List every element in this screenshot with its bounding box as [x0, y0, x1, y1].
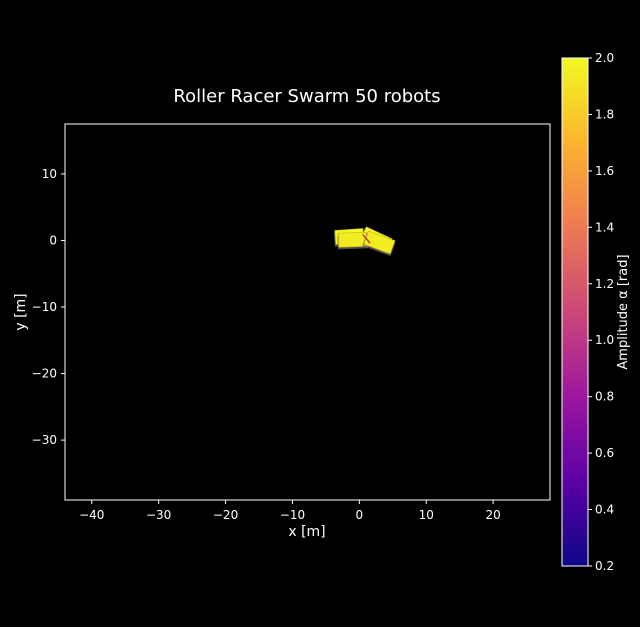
colorbar-ticks: 0.2 0.4 0.6 0.8 1.0 1.2 1.4 1.6 1.8 2.0	[588, 51, 614, 573]
robot-marker	[337, 231, 369, 250]
y-axis: −30 −20 −10 0 10	[32, 167, 65, 447]
colorbar-tick-label: 0.4	[595, 503, 614, 517]
y-tick-label: −20	[32, 367, 57, 381]
y-tick-label: −10	[32, 300, 57, 314]
x-axis: −40 −30 −20 −10 0 10 20	[79, 500, 501, 522]
colorbar-tick-label: 1.8	[595, 107, 614, 121]
colorbar-tick-label: 0.8	[595, 390, 614, 404]
x-tick-label: −20	[213, 508, 238, 522]
x-tick-label: 10	[419, 508, 434, 522]
x-axis-label: x [m]	[288, 524, 325, 540]
y-tick-label: 0	[49, 233, 57, 247]
colorbar: 0.2 0.4 0.6 0.8 1.0 1.2 1.4 1.6 1.8 2.0 Amplitude…	[561, 51, 631, 573]
x-tick-label: −30	[146, 508, 171, 522]
colorbar-gradient	[561, 57, 589, 567]
x-tick-label: 20	[485, 508, 500, 522]
colorbar-tick-label: 2.0	[595, 51, 614, 65]
robot-group	[333, 226, 396, 257]
plot-frame	[64, 123, 551, 501]
y-axis-label: y [m]	[13, 293, 29, 330]
colorbar-label: Amplitude α [rad]	[616, 254, 631, 369]
y-tick-label: 10	[42, 167, 57, 181]
colorbar-tick-label: 0.2	[595, 559, 614, 573]
robot-joint	[362, 234, 371, 244]
colorbar-tick-label: 1.6	[595, 164, 614, 178]
x-tick-label: −40	[79, 508, 104, 522]
colorbar-tick-label: 1.0	[595, 333, 614, 347]
colorbar-tick-label: 1.2	[595, 277, 614, 291]
colorbar-tick-label: 0.6	[595, 446, 614, 460]
x-tick-label: −10	[280, 508, 305, 522]
y-tick-label: −30	[32, 433, 57, 447]
colorbar-tick-label: 1.4	[595, 220, 614, 234]
x-tick-label: 0	[356, 508, 364, 522]
plot-area	[64, 123, 551, 501]
chart-title: Roller Racer Swarm 50 robots	[173, 86, 440, 107]
